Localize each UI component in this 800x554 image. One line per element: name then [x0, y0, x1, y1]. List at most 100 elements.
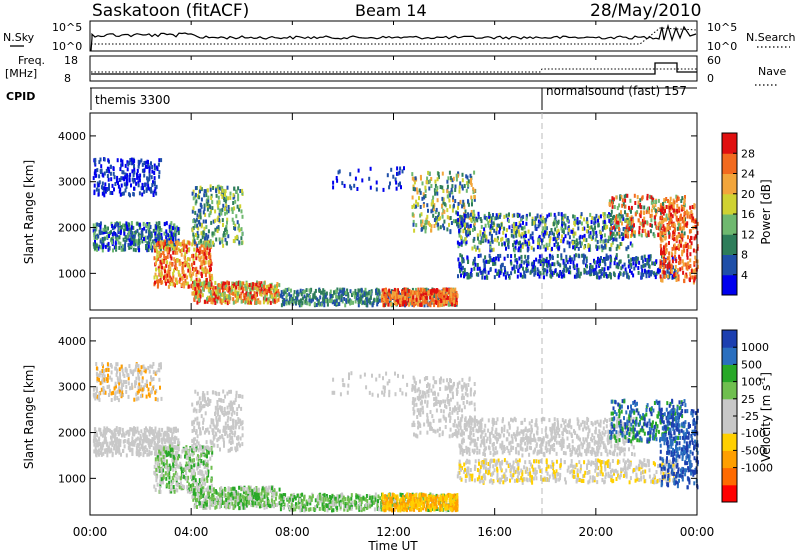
- range-gate-cell: [537, 219, 540, 224]
- range-gate-cell: [353, 294, 356, 299]
- range-gate-cell: [676, 274, 679, 279]
- range-gate-cell: [189, 270, 191, 275]
- range-gate-cell: [670, 204, 673, 209]
- range-gate-cell: [205, 193, 208, 198]
- range-gate-cell: [137, 232, 140, 237]
- range-gate-cell: [138, 222, 141, 227]
- range-gate-cell: [102, 230, 105, 235]
- range-gate-cell: [127, 381, 130, 386]
- range-gate-cell: [573, 239, 576, 244]
- range-gate-cell: [376, 298, 379, 303]
- range-gate-cell: [265, 288, 268, 293]
- range-gate-cell: [668, 264, 671, 269]
- range-gate-cell: [130, 386, 133, 390]
- range-gate-cell: [470, 210, 473, 214]
- range-gate-cell: [181, 266, 184, 271]
- range-gate-cell: [144, 369, 147, 374]
- range-gate-cell: [165, 263, 168, 268]
- range-gate-cell: [199, 215, 202, 220]
- range-gate-cell: [603, 219, 606, 224]
- range-gate-cell: [183, 284, 186, 289]
- range-gate-cell: [418, 188, 421, 193]
- range-gate-cell: [461, 217, 463, 222]
- nave-trace: [91, 68, 697, 73]
- range-gate-cell: [437, 303, 439, 308]
- range-gate-cell: [418, 291, 420, 296]
- range-gate-cell: [330, 298, 333, 303]
- range-gate-cell: [97, 246, 100, 251]
- range-gate-cell: [682, 226, 685, 231]
- range-gate-cell: [218, 208, 221, 213]
- range-gate-cell: [689, 214, 692, 219]
- range-gate-cell: [677, 277, 680, 282]
- range-gate-cell: [216, 184, 219, 189]
- range-gate-cell: [98, 436, 101, 441]
- range-gate-cell: [169, 282, 172, 286]
- range-gate-cell: [280, 290, 283, 295]
- range-gate-cell: [662, 267, 665, 272]
- range-gate-cell: [98, 391, 101, 396]
- range-gate-cell: [644, 263, 647, 268]
- range-gate-cell: [411, 212, 414, 217]
- range-gate-cell: [569, 265, 571, 270]
- range-gate-cell: [560, 274, 563, 279]
- range-gate-cell: [187, 284, 190, 289]
- range-gate-cell: [226, 301, 229, 306]
- range-gate-cell: [376, 295, 379, 300]
- range-gate-cell: [172, 246, 175, 251]
- range-gate-cell: [564, 223, 567, 228]
- range-gate-cell: [132, 234, 135, 239]
- range-gate-cell: [460, 266, 463, 271]
- range-gate-cell: [661, 278, 664, 283]
- range-gate-cell: [92, 223, 95, 228]
- range-gate-cell: [657, 268, 660, 273]
- range-gate-cell: [136, 175, 139, 180]
- range-gate-cell: [490, 221, 493, 226]
- range-gate-cell: [632, 261, 635, 266]
- range-gate-cell: [244, 296, 247, 301]
- range-gate-cell: [501, 242, 504, 247]
- range-gate-cell: [140, 158, 143, 163]
- range-gate-cell: [191, 191, 194, 196]
- range-gate-cell: [490, 216, 493, 221]
- range-gate-cell: [110, 363, 112, 367]
- range-gate-cell: [329, 289, 332, 294]
- range-gate-cell: [208, 270, 211, 275]
- range-gate-cell: [534, 271, 537, 276]
- range-gate-cell: [659, 208, 662, 213]
- range-gate-cell: [394, 295, 397, 300]
- range-gate-cell: [279, 293, 282, 298]
- range-gate-cell: [576, 220, 579, 225]
- range-gate-cell: [671, 234, 674, 239]
- range-gate-cell: [187, 240, 190, 245]
- range-gate-cell: [500, 222, 503, 227]
- nsky-tick-top: 10^5: [52, 21, 82, 34]
- range-gate-cell: [158, 250, 161, 255]
- range-gate-cell: [497, 270, 500, 275]
- range-gate-cell: [534, 223, 537, 228]
- range-gate-cell: [644, 220, 647, 225]
- range-gate-cell: [654, 203, 657, 207]
- range-gate-cell: [668, 226, 671, 231]
- range-gate-cell: [224, 298, 227, 303]
- range-gate-cell: [354, 176, 357, 181]
- range-gate-cell: [568, 257, 571, 262]
- range-gate-cell: [116, 362, 119, 367]
- range-gate-cell: [247, 300, 250, 305]
- range-gate-cell: [630, 270, 633, 275]
- range-gate-cell: [632, 218, 635, 223]
- range-gate-cell: [627, 254, 630, 259]
- range-gate-cell: [106, 362, 109, 367]
- range-gate-cell: [128, 364, 131, 369]
- range-gate-cell: [108, 388, 111, 393]
- range-gate-cell: [556, 272, 559, 277]
- range-gate-cell: [440, 299, 443, 304]
- range-gate-cell: [234, 236, 237, 241]
- range-gate-cell: [470, 195, 473, 200]
- range-gate-cell: [353, 292, 356, 297]
- range-gate-cell: [443, 302, 445, 307]
- range-gate-cell: [640, 272, 643, 277]
- range-gate-cell: [573, 221, 576, 225]
- range-gate-cell: [532, 264, 535, 269]
- range-gate-cell: [206, 297, 208, 302]
